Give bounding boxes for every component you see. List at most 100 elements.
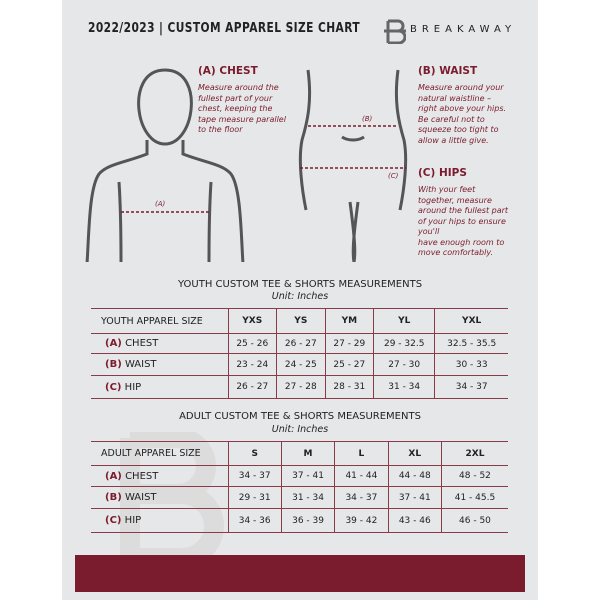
measurement-label: (A) CHEST — [91, 333, 228, 354]
hips-heading: (C) HIPS — [418, 167, 467, 179]
size-header: YL — [373, 308, 435, 334]
waist-description-line: Measure around your — [418, 83, 504, 92]
youth-size-table: YOUTH APPAREL SIZE YXS YS YM YL YXL (A) CHEST 2… — [91, 308, 508, 399]
measurement-value: 41 - 45.5 — [440, 486, 508, 509]
table-row: (A) CHEST 34 - 37 37 - 41 41 - 44 44 - 48 48 … — [91, 465, 508, 487]
measurement-value: 25 - 26 — [227, 333, 277, 354]
brand-name: BREAKAWAY — [410, 24, 517, 35]
size-label-header: YOUTH APPAREL SIZE — [91, 308, 228, 334]
measurement-label: (B) WAIST — [91, 353, 228, 376]
waist-description: Measure around your natural waistline – ri… — [418, 83, 506, 146]
hips-description-line: With your feet — [418, 185, 476, 194]
hips-description-line: have enough room to — [418, 237, 505, 247]
lower-body-figure — [298, 69, 408, 262]
waist-description-line: natural waistline – — [418, 93, 492, 103]
hips-description-line: you'll — [418, 227, 440, 236]
measurement-value: 37 - 41 — [280, 465, 335, 487]
size-header: L — [334, 441, 389, 466]
table-row: (B) WAIST 29 - 31 31 - 34 34 - 37 37 - 41 41 … — [91, 486, 508, 509]
adult-size-table: ADULT APPAREL SIZE S M L XL 2XL (A) CHEST 34 - … — [91, 441, 508, 533]
measurement-name: WAIST — [124, 492, 157, 503]
measurement-value: 46 - 50 — [440, 508, 508, 533]
measurement-code: (A) — [105, 338, 122, 349]
measurement-value: 31 - 34 — [280, 486, 335, 509]
youth-unit: Unit: Inches — [271, 291, 329, 302]
measurement-code: (B) — [105, 492, 122, 503]
size-header: YS — [276, 308, 326, 334]
measurement-value: 32.5 - 35.5 — [434, 333, 508, 354]
chest-description-line: tape measure parallel — [198, 114, 286, 124]
measurement-name: HIP — [124, 515, 142, 526]
waist-description-line: Be careful not to — [418, 114, 485, 124]
measurement-value: 27 - 28 — [276, 375, 326, 399]
measurement-value: 29 - 31 — [227, 486, 282, 509]
chest-description-line: chest, keeping the — [198, 104, 273, 113]
footer-bar — [75, 555, 525, 592]
waist-description-line: right above your hips. — [418, 104, 507, 113]
waist-marker: (B) — [362, 115, 373, 123]
measurement-label: (B) WAIST — [91, 486, 228, 509]
measurement-value: 23 - 24 — [227, 353, 277, 376]
size-header: 2XL — [440, 441, 508, 466]
hips-marker: (C) — [388, 172, 399, 180]
table-row: (C) HIP 34 - 36 36 - 39 39 - 42 43 - 46 46 - … — [91, 508, 508, 533]
page-title: 2022/2023 | CUSTOM APPAREL SIZE CHART — [88, 21, 361, 36]
breakaway-logo-icon — [384, 19, 406, 44]
upper-body-figure — [85, 68, 245, 262]
table-row: (C) HIP 26 - 27 27 - 28 28 - 31 31 - 34 34 - … — [91, 375, 508, 399]
measurement-name: CHEST — [125, 470, 159, 482]
measurement-value: 25 - 27 — [324, 353, 374, 376]
chest-heading: (A) CHEST — [198, 65, 258, 77]
measurement-value: 26 - 27 — [227, 375, 277, 399]
measurement-value: 34 - 37 — [334, 486, 389, 509]
chest-description: Measure around the fullest part of your ch… — [198, 83, 286, 136]
measurement-label: (C) HIP — [91, 508, 228, 533]
hips-description-line: of your hips to ensure — [418, 216, 506, 226]
measurement-label: (A) CHEST — [91, 465, 228, 487]
chest-description-line: to the floor — [198, 125, 243, 134]
size-header: YXS — [227, 308, 277, 334]
table-header-row: ADULT APPAREL SIZE S M L XL 2XL — [91, 441, 508, 466]
waist-heading: (B) WAIST — [418, 65, 478, 77]
size-header: YXL — [434, 308, 508, 334]
size-header: YM — [324, 308, 374, 334]
measurement-value: 44 - 48 — [387, 465, 442, 487]
chest-description-line: Measure around the — [198, 83, 279, 92]
youth-heading: YOUTH CUSTOM TEE & SHORTS MEASUREMENTS — [177, 279, 423, 290]
measurement-value: 31 - 34 — [373, 375, 435, 399]
measurement-value: 24 - 25 — [276, 353, 326, 376]
chest-marker: (A) — [155, 200, 166, 208]
measurement-value: 28 - 31 — [324, 375, 374, 399]
waist-description-line: squeeze too tight to — [418, 125, 499, 134]
measurement-value: 27 - 29 — [324, 333, 374, 354]
table-row: (A) CHEST 25 - 26 26 - 27 27 - 29 29 - 32.5 3… — [91, 333, 508, 354]
measurement-label: (C) HIP — [91, 375, 228, 399]
size-header: XL — [387, 441, 442, 466]
hips-description-line: together, measure — [418, 195, 492, 205]
measurement-value: 41 - 44 — [334, 465, 389, 487]
adult-unit: Unit: Inches — [271, 424, 329, 435]
measurement-value: 30 - 33 — [434, 353, 508, 376]
measurement-code: (A) — [105, 470, 122, 482]
hips-description-line: around the fullest part — [418, 206, 509, 215]
measurement-name: WAIST — [124, 359, 157, 370]
measurement-value: 34 - 37 — [227, 465, 282, 487]
measurement-value: 26 - 27 — [276, 333, 326, 354]
chest-description-line: fullest part of your — [198, 93, 273, 103]
adult-heading: ADULT CUSTOM TEE & SHORTS MEASUREMENTS — [179, 411, 421, 422]
measurement-name: HIP — [124, 381, 142, 393]
measurement-code: (B) — [105, 359, 122, 370]
table-header-row: YOUTH APPAREL SIZE YXS YS YM YL YXL — [91, 308, 508, 334]
hips-description: With your feet together, measure around th… — [418, 185, 508, 259]
measurement-value: 43 - 46 — [387, 508, 442, 533]
size-label-header: ADULT APPAREL SIZE — [91, 441, 228, 466]
measurement-code: (C) — [105, 515, 122, 526]
waist-description-line: allow a little give. — [418, 135, 489, 145]
measurement-value: 34 - 37 — [434, 375, 508, 399]
size-header: M — [280, 441, 335, 466]
size-header: S — [227, 441, 282, 466]
measurement-value: 37 - 41 — [387, 486, 442, 509]
measurement-name: CHEST — [125, 338, 159, 349]
measurement-value: 48 - 52 — [440, 465, 508, 487]
measurement-value: 29 - 32.5 — [373, 333, 435, 354]
